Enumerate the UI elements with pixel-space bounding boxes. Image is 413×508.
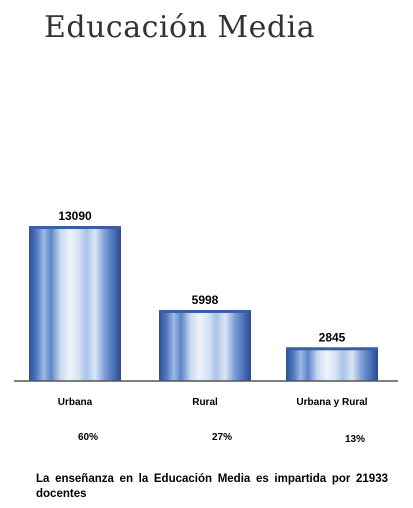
bar-top-edge: [159, 309, 251, 313]
data-label-urbana-y-rural: 2845: [319, 330, 346, 344]
bar-urbana-y-rural: [286, 347, 378, 381]
data-label-rural: 5998: [192, 293, 219, 307]
bar-top-edge: [286, 347, 378, 351]
page-title: Educación Media: [44, 10, 316, 45]
bar-rural: [159, 309, 251, 381]
data-label-urbana: 13090: [58, 209, 92, 223]
category-label-urbana: Urbana: [57, 397, 93, 408]
footer-note: La enseñanza en la Educación Media es im…: [36, 473, 388, 500]
percentage-label-urbana: 60%: [77, 432, 99, 443]
category-label-rural: Rural: [192, 397, 218, 408]
bar-urbana: [29, 226, 121, 381]
percentage-label-urbana-y-rural: 13%: [344, 434, 366, 445]
percentage-label-rural: 27%: [211, 432, 233, 443]
bar-top-edge: [29, 226, 121, 229]
category-label-urbana-y-rural: Urbana y Rural: [296, 397, 368, 408]
